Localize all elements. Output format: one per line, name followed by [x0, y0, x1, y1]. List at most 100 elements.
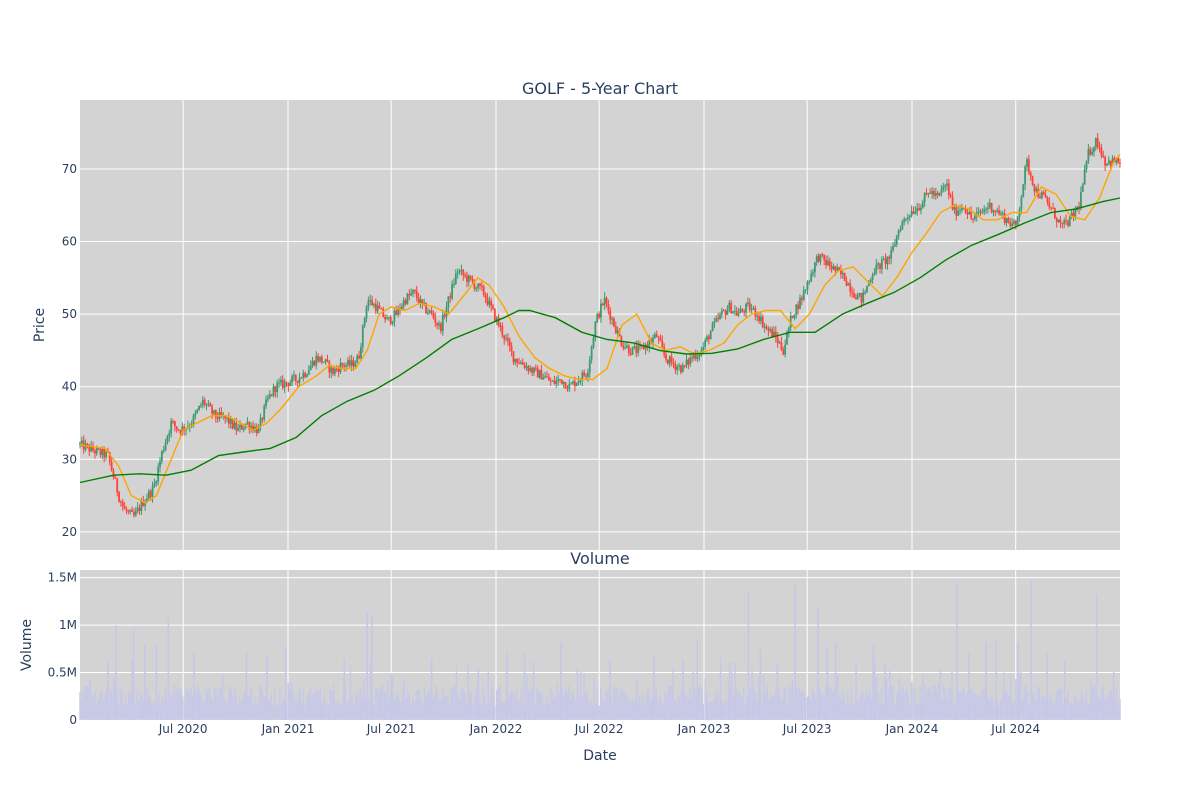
candle-body	[720, 310, 723, 315]
candle-body	[776, 337, 779, 344]
volume-bar	[364, 696, 367, 720]
candle-body	[890, 250, 893, 259]
candle-body	[674, 364, 677, 370]
candle-body	[337, 369, 340, 373]
volume-bar	[981, 689, 983, 720]
volume-y-tick-1: 0.5M	[48, 666, 77, 680]
candle-body	[804, 289, 807, 291]
volume-bar	[1023, 685, 1025, 720]
volume-spike-bar	[939, 667, 942, 720]
candle-body	[970, 211, 973, 219]
candle-body	[95, 448, 98, 454]
volume-spike-bar	[245, 650, 248, 720]
candle-body	[1063, 220, 1066, 224]
candle-body	[542, 377, 545, 380]
candle-body	[382, 308, 385, 317]
volume-bar	[897, 691, 899, 720]
volume-bar	[170, 697, 172, 720]
candle-body	[854, 297, 857, 300]
volume-bar	[1045, 697, 1047, 720]
candle-body	[743, 311, 746, 313]
volume-bar	[143, 700, 145, 720]
volume-bar	[223, 698, 226, 720]
volume-bar	[242, 694, 244, 720]
volume-bar	[406, 689, 409, 720]
volume-bar	[341, 703, 343, 720]
volume-bar	[796, 690, 799, 720]
candle-body	[1109, 160, 1112, 166]
volume-bar	[1080, 689, 1083, 720]
volume-bar	[756, 700, 758, 720]
volume-bar	[613, 685, 615, 720]
candle-body	[1115, 157, 1118, 163]
volume-bar	[1048, 694, 1051, 720]
volume-bar	[385, 693, 387, 720]
candle-body	[527, 366, 530, 371]
volume-bar	[1094, 686, 1096, 720]
volume-bar	[978, 696, 980, 720]
price-y-tick-30: 30	[62, 452, 77, 466]
candle-body	[611, 318, 613, 320]
volume-bar	[290, 681, 293, 720]
volume-bar	[931, 693, 933, 720]
candle-body	[1007, 218, 1010, 223]
candle-body	[538, 369, 541, 378]
volume-bar	[203, 702, 206, 720]
volume-spike-bar	[560, 642, 562, 720]
volume-bar	[753, 687, 755, 720]
candle-body	[763, 326, 766, 328]
candle-body	[175, 426, 178, 430]
volume-bar	[418, 690, 421, 720]
candle-body	[255, 426, 258, 434]
volume-bar	[171, 693, 174, 720]
candle-body	[934, 192, 937, 196]
volume-bar	[1008, 695, 1010, 720]
volume-bar	[573, 694, 575, 720]
volume-bar	[131, 659, 133, 720]
volume-bar	[294, 698, 296, 720]
volume-bar	[702, 703, 705, 720]
volume-bar	[907, 694, 910, 720]
candle-body	[1107, 160, 1110, 164]
volume-spike-bar	[696, 641, 698, 720]
volume-bar	[590, 700, 592, 720]
candle-body	[302, 373, 305, 378]
candle-body	[438, 323, 440, 326]
candle-body	[510, 346, 513, 352]
volume-bar	[415, 689, 417, 720]
volume-bar	[215, 688, 217, 720]
volume-bars	[79, 581, 1121, 720]
volume-bar	[991, 697, 994, 720]
candle-body	[419, 299, 422, 304]
candle-body	[927, 192, 930, 194]
candle-body	[832, 266, 835, 270]
candle-body	[864, 292, 867, 294]
candle-body	[851, 291, 853, 294]
volume-bar	[576, 666, 579, 720]
candle-body	[410, 293, 413, 296]
volume-bar	[190, 687, 192, 720]
volume-bar	[213, 686, 216, 720]
volume-bar	[1042, 695, 1044, 720]
candle-body	[127, 511, 130, 513]
volume-bar	[561, 689, 563, 720]
volume-bar	[122, 704, 125, 720]
volume-bar	[912, 687, 915, 720]
volume-bar	[645, 694, 647, 720]
volume-bar	[238, 697, 241, 720]
candle-body	[523, 364, 526, 368]
candle-body	[1067, 221, 1069, 226]
volume-bar	[351, 696, 353, 720]
volume-bar	[744, 705, 747, 720]
volume-bar	[1021, 700, 1024, 720]
candle-body	[408, 293, 411, 296]
candle-body	[972, 218, 974, 220]
volume-bar	[690, 698, 693, 720]
candle-body	[1016, 216, 1019, 225]
volume-bar	[435, 685, 437, 720]
volume-bar	[210, 696, 212, 720]
price-moving-averages	[79, 153, 1121, 504]
candle-body	[520, 362, 522, 364]
volume-bar	[621, 690, 624, 720]
candle-body	[570, 383, 573, 385]
